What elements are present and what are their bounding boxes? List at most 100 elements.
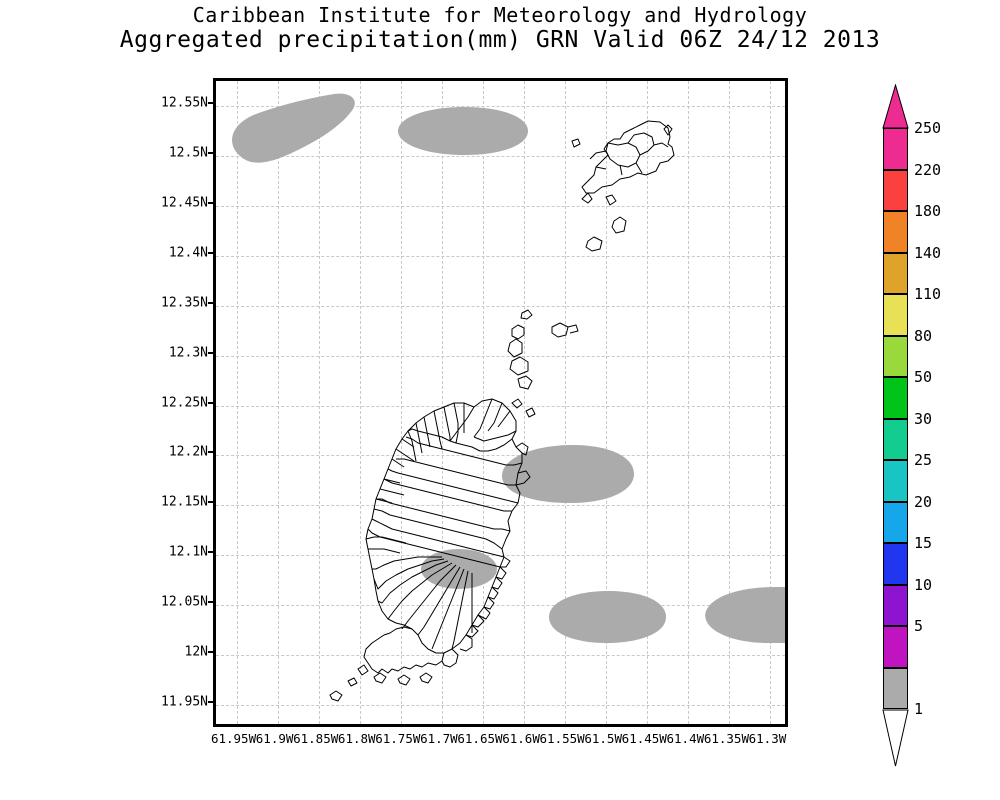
precip-blob-se xyxy=(705,587,785,643)
y-axis-tick-label: 12.15N xyxy=(161,494,208,510)
x-axis-tick-label: 61.65W xyxy=(457,731,503,746)
y-axis-tick-mark xyxy=(208,401,215,404)
colorbar-band xyxy=(883,501,908,543)
y-axis-tick-mark xyxy=(208,201,215,204)
colorbar-band xyxy=(883,626,908,668)
x-axis-tick-label: 61.4W xyxy=(666,731,705,746)
y-axis-tick-mark xyxy=(208,301,215,304)
gridline-horizontal xyxy=(216,255,785,257)
colorbar-tick-label: 250 xyxy=(914,119,942,137)
gridline-vertical xyxy=(729,81,731,724)
gridline-vertical xyxy=(482,81,484,724)
colorbar-tick-label: 1 xyxy=(914,700,924,718)
y-axis-tick-mark xyxy=(208,151,215,154)
y-axis-tick-mark xyxy=(208,701,215,704)
y-axis-tick-mark xyxy=(208,501,215,504)
colorbar-tick-label: 110 xyxy=(914,285,942,303)
x-axis-tick-label: 61.35W xyxy=(703,731,749,746)
colorbar-tick-label: 180 xyxy=(914,202,942,220)
gridline-horizontal xyxy=(216,205,785,207)
gridline-horizontal xyxy=(216,155,785,157)
y-axis-tick-label: 12.5N xyxy=(168,145,208,161)
y-axis-tick-mark xyxy=(208,601,215,604)
gridline-horizontal xyxy=(216,605,785,607)
colorbar-tick-label: 30 xyxy=(914,409,933,428)
colorbar-band xyxy=(883,584,908,626)
gridline-horizontal xyxy=(216,455,785,457)
gridline-horizontal xyxy=(216,655,785,657)
colorbar-tick-label: 5 xyxy=(914,617,924,635)
colorbar-tick-label: 20 xyxy=(914,492,933,511)
precipitation-shading-layer xyxy=(232,93,785,643)
y-axis-tick-label: 12.35N xyxy=(161,295,208,311)
gridline-vertical xyxy=(359,81,361,724)
gridline-vertical xyxy=(236,81,238,724)
gridline-vertical xyxy=(318,81,320,724)
precip-blob-n xyxy=(398,107,528,155)
gridline-horizontal xyxy=(216,355,785,357)
x-axis-tick-label: 61.3W xyxy=(748,731,787,746)
gridline-vertical xyxy=(606,81,608,724)
y-axis-tick-label: 12.1N xyxy=(168,544,208,560)
y-axis-tick-label: 12.25N xyxy=(161,395,208,410)
y-axis-tick-mark xyxy=(208,101,215,104)
colorbar-band xyxy=(883,460,908,502)
plot-area xyxy=(213,78,788,727)
y-axis-tick-label: 12.55N xyxy=(161,95,208,111)
colorbar-band xyxy=(883,294,908,336)
island-grenada xyxy=(329,398,531,702)
gridline-vertical xyxy=(688,81,690,724)
gridline-vertical xyxy=(565,81,567,724)
gridline-vertical xyxy=(400,81,402,724)
colorbar-tick-label: 15 xyxy=(914,534,933,552)
colorbar-tick-label: 50 xyxy=(914,368,933,386)
colorbar-band xyxy=(883,667,908,709)
colorbar-band xyxy=(883,418,908,460)
islets-ronde xyxy=(507,309,579,390)
gridline-vertical xyxy=(770,81,772,724)
colorbar-extend-min-arrow xyxy=(882,709,909,767)
x-axis-tick-label: 61.85W xyxy=(293,731,339,746)
institute-title: Caribbean Institute for Meteorology and … xyxy=(192,3,808,27)
page-title: Aggregated precipitation(mm) GRN Valid 0… xyxy=(119,27,881,53)
y-axis-tick-mark xyxy=(208,451,215,454)
x-axis-tick-label: 61.45W xyxy=(621,731,667,746)
x-axis-tick-label: 61.5W xyxy=(584,731,622,746)
x-axis-tick-label: 61.6W xyxy=(502,731,540,746)
colorbar-band xyxy=(883,169,908,211)
gridline-vertical xyxy=(524,81,526,724)
islets-northeast-grenada xyxy=(511,398,536,418)
y-axis-tick-label: 12N xyxy=(184,644,208,660)
title-block: Caribbean Institute for Meteorology and … xyxy=(0,3,1000,54)
x-axis-tick-label: 61.55W xyxy=(539,731,585,746)
colorbar-band xyxy=(883,128,908,170)
y-axis-tick-label: 12.45N xyxy=(161,195,208,211)
island-carriacou xyxy=(571,120,675,252)
colorbar-tick-label: 80 xyxy=(914,326,933,345)
colorbar-extend-max-arrow xyxy=(882,84,909,129)
colorbar-band xyxy=(883,211,908,253)
gridline-horizontal xyxy=(216,105,785,107)
y-axis-tick-label: 12.3N xyxy=(168,345,208,361)
grenada-coastline xyxy=(365,398,523,654)
y-axis-tick-label: 12.2N xyxy=(168,444,208,460)
colorbar: 250 220 180 140 110 80 50 30 25 20 15 10 5 1 xyxy=(882,84,941,767)
colorbar-tick-label: 140 xyxy=(914,243,942,262)
x-axis-tick-label: 61.95W xyxy=(210,731,257,746)
colorbar-band xyxy=(883,543,908,585)
x-axis-tick-label: 61.9W xyxy=(255,731,294,746)
y-axis-tick-mark xyxy=(208,551,215,554)
colorbar-band xyxy=(883,377,908,419)
precip-blob-s xyxy=(549,591,666,643)
colorbar-band xyxy=(883,252,908,294)
gridline-horizontal xyxy=(216,705,785,707)
y-axis-tick-mark xyxy=(208,651,215,654)
x-axis-tick-label: 61.7W xyxy=(420,731,458,746)
precip-blob-e-central xyxy=(502,445,634,503)
colorbar-tick-label: 10 xyxy=(914,575,933,594)
y-axis-tick-mark xyxy=(208,351,215,354)
gridline-vertical xyxy=(647,81,649,724)
x-axis-tick-label: 61.75W xyxy=(375,731,421,746)
x-axis: 61.95W 61.9W 61.85W 61.8W 61.75W 61.7W 61.65W 6… xyxy=(210,731,788,753)
